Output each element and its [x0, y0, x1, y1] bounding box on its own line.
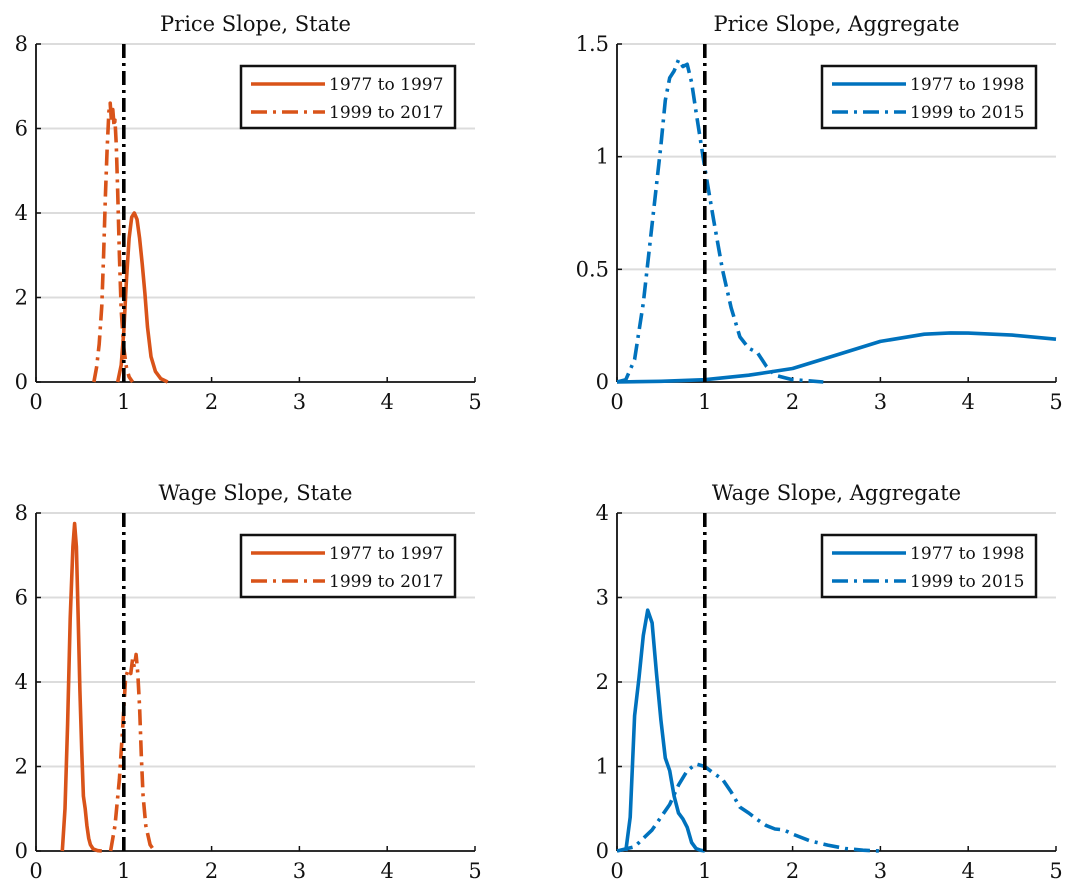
y-tick-label: 0: [596, 839, 609, 863]
y-tick-label: 8: [15, 501, 28, 525]
legend-label: 1999 to 2015: [910, 572, 1024, 592]
y-tick-label: 4: [15, 670, 28, 694]
x-tick-label: 1: [117, 859, 130, 883]
x-tick-label: 0: [610, 390, 623, 414]
legend: 1977 to 1998 1999 to 2015: [820, 64, 1038, 130]
panel-title: Wage Slope, State: [158, 481, 352, 505]
panel-title: Wage Slope, Aggregate: [712, 481, 961, 505]
series-line-1: [624, 608, 706, 853]
x-tick-label: 0: [29, 390, 42, 414]
x-tick-label: 3: [874, 390, 887, 414]
series-line-2: [616, 58, 824, 384]
y-tick-label: 6: [15, 117, 28, 141]
legend-label: 1977 to 1998: [910, 75, 1024, 95]
x-tick-label: 1: [698, 390, 711, 414]
x-tick-label: 0: [29, 859, 42, 883]
x-tick-label: 3: [293, 859, 306, 883]
x-tick-label: 0: [610, 859, 623, 883]
y-tick-label: 0: [596, 370, 609, 394]
y-tick-label: 1.5: [576, 32, 609, 56]
legend: 1977 to 1997 1999 to 2017: [239, 533, 457, 599]
x-tick-label: 1: [698, 859, 711, 883]
x-tick-label: 1: [117, 390, 130, 414]
legend-label: 1977 to 1998: [910, 544, 1024, 564]
series-line-1: [115, 211, 169, 384]
legend-label: 1977 to 1997: [329, 75, 443, 95]
y-tick-label: 0: [15, 370, 28, 394]
panel-4: Wage Slope, Aggregate 0 1 2 3 4 0 1 2 3 4 5 1977 to …: [596, 481, 1063, 883]
x-tick-label: 5: [468, 390, 481, 414]
legend-label: 1999 to 2017: [329, 103, 443, 123]
x-tick-label: 5: [1049, 859, 1062, 883]
y-tick-label: 1: [596, 755, 609, 779]
x-tick-label: 2: [786, 390, 799, 414]
panel-title: Price Slope, State: [160, 12, 351, 36]
legend-label: 1977 to 1997: [329, 544, 443, 564]
series-line-2: [108, 652, 156, 853]
panel-title: Price Slope, Aggregate: [713, 12, 959, 36]
y-tick-label: 4: [596, 501, 609, 525]
x-tick-label: 5: [468, 859, 481, 883]
series-line-2: [616, 762, 881, 853]
y-tick-label: 2: [15, 286, 28, 310]
y-tick-label: 0.5: [576, 257, 609, 281]
x-tick-label: 4: [962, 390, 975, 414]
x-tick-label: 2: [205, 859, 218, 883]
y-tick-label: 2: [596, 670, 609, 694]
x-tick-label: 3: [874, 859, 887, 883]
x-tick-label: 4: [381, 859, 394, 883]
x-tick-label: 5: [1049, 390, 1062, 414]
series-line-1: [60, 521, 102, 853]
legend-box: [820, 533, 1038, 599]
panel-2: Price Slope, Aggregate 0 0.5 1 1.5 0 1 2 3 4 5 1977…: [576, 12, 1063, 414]
legend-label: 1999 to 2017: [329, 572, 443, 592]
series-line-1: [616, 331, 1057, 384]
series-line-2: [92, 101, 135, 384]
x-tick-label: 4: [381, 390, 394, 414]
panel-3: Wage Slope, State 0 2 4 6 8 0 1 2 3 4 5 1977 to 1997…: [15, 481, 482, 883]
x-tick-label: 4: [962, 859, 975, 883]
legend-label: 1999 to 2015: [910, 103, 1024, 123]
y-tick-label: 6: [15, 586, 28, 610]
legend: 1977 to 1998 1999 to 2015: [820, 533, 1038, 599]
legend: 1977 to 1997 1999 to 2017: [239, 64, 457, 130]
x-tick-label: 2: [786, 859, 799, 883]
y-tick-label: 0: [15, 839, 28, 863]
y-tick-label: 8: [15, 32, 28, 56]
x-tick-label: 2: [205, 390, 218, 414]
legend-box: [239, 64, 457, 130]
y-tick-label: 4: [15, 201, 28, 225]
panel-1: Price Slope, State 0 2 4 6 8 0 1 2 3 4 5 1977 to 199…: [15, 12, 482, 414]
y-tick-label: 2: [15, 755, 28, 779]
y-tick-label: 1: [596, 145, 609, 169]
legend-box: [239, 533, 457, 599]
x-tick-label: 3: [293, 390, 306, 414]
y-tick-label: 3: [596, 586, 609, 610]
legend-box: [820, 64, 1038, 130]
